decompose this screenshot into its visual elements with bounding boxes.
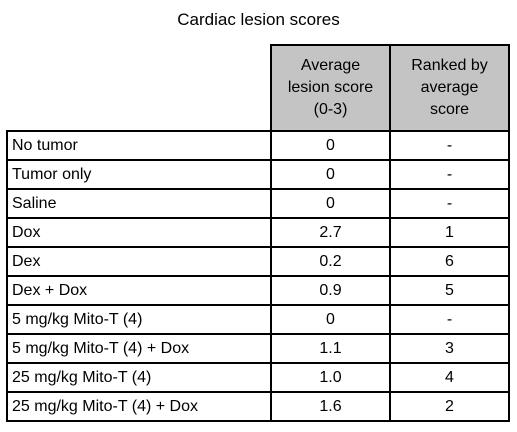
rank-cell: 1 bbox=[389, 217, 510, 248]
header-row: Average lesion score (0-3) Ranked by ave… bbox=[7, 44, 510, 132]
header-line: average bbox=[420, 79, 479, 96]
table-body: Average lesion score (0-3) Ranked by ave… bbox=[6, 44, 510, 422]
score-cell: 0 bbox=[270, 188, 391, 219]
header-line: (0-3) bbox=[313, 101, 348, 118]
group-cell: 5 mg/kg Mito-T (4) bbox=[6, 304, 272, 335]
rank-cell: - bbox=[389, 159, 510, 190]
group-cell: Saline bbox=[6, 188, 272, 219]
header-line: Ranked by bbox=[411, 57, 488, 74]
rank-cell: 2 bbox=[389, 391, 510, 422]
table-row: 5 mg/kg Mito-T (4) + Dox 1.1 3 bbox=[6, 333, 510, 364]
rank-cell: - bbox=[389, 304, 510, 335]
rank-cell: - bbox=[389, 188, 510, 219]
score-cell: 0 bbox=[270, 304, 391, 335]
rank-cell: 4 bbox=[389, 362, 510, 393]
header-average-score: Average lesion score (0-3) bbox=[270, 44, 391, 132]
score-cell: 1.6 bbox=[270, 391, 391, 422]
rank-cell: - bbox=[389, 130, 510, 161]
group-cell: Dox bbox=[6, 217, 272, 248]
score-cell: 2.7 bbox=[270, 217, 391, 248]
table-row: 25 mg/kg Mito-T (4) + Dox 1.6 2 bbox=[6, 391, 510, 422]
group-cell: 5 mg/kg Mito-T (4) + Dox bbox=[6, 333, 272, 364]
table-row: Dex 0.2 6 bbox=[6, 246, 510, 277]
table-row: Saline 0- bbox=[6, 188, 510, 219]
rank-cell: 3 bbox=[389, 333, 510, 364]
header-line: Average bbox=[300, 57, 361, 74]
table-row: 5 mg/kg Mito-T (4) 0- bbox=[6, 304, 510, 335]
header-line: lesion score bbox=[287, 79, 374, 96]
rank-cell: 5 bbox=[389, 275, 510, 306]
table-row: No tumor 0- bbox=[6, 130, 510, 161]
header-rank: Ranked by average score bbox=[389, 44, 510, 132]
group-cell: 25 mg/kg Mito-T (4) bbox=[6, 362, 272, 393]
score-cell: 0 bbox=[270, 130, 391, 161]
table-row: Dox 2.7 1 bbox=[6, 217, 510, 248]
group-cell: No tumor bbox=[6, 130, 272, 161]
score-cell: 0 bbox=[270, 159, 391, 190]
header-blank-cell bbox=[7, 45, 271, 131]
lesion-score-table: Average lesion score (0-3) Ranked by ave… bbox=[6, 44, 510, 422]
score-cell: 1.0 bbox=[270, 362, 391, 393]
group-cell: 25 mg/kg Mito-T (4) + Dox bbox=[6, 391, 272, 422]
table-title: Cardiac lesion scores bbox=[177, 10, 340, 29]
score-cell: 0.9 bbox=[270, 275, 391, 306]
header-line: score bbox=[429, 101, 470, 118]
group-cell: Dex + Dox bbox=[6, 275, 272, 306]
group-cell: Dex bbox=[6, 246, 272, 277]
score-cell: 1.1 bbox=[270, 333, 391, 364]
rank-cell: 6 bbox=[389, 246, 510, 277]
score-cell: 0.2 bbox=[270, 246, 391, 277]
group-cell: Tumor only bbox=[6, 159, 272, 190]
table-row: Tumor only 0- bbox=[6, 159, 510, 190]
table-row: 25 mg/kg Mito-T (4) 1.0 4 bbox=[6, 362, 510, 393]
table-row: Dex + Dox 0.9 5 bbox=[6, 275, 510, 306]
